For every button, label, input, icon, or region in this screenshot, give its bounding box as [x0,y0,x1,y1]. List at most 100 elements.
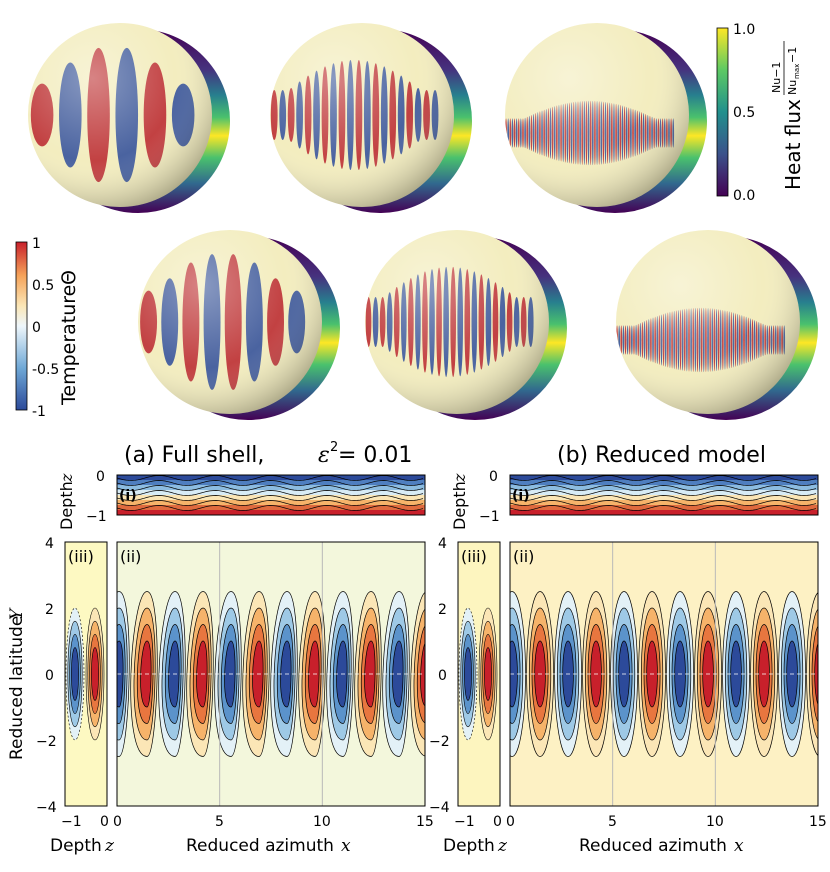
temp-tick-0: 0 [32,320,41,336]
depth-band [117,505,425,511]
roll-contour [814,642,818,706]
depth-b-tick-0: 0 [489,469,498,485]
sphere-t1 [28,23,230,213]
depth-band [117,480,425,486]
temperature-colorbar: 1 0.5 0 -0.5 -1 Temperature Θ [15,236,80,420]
depth-a-tick-0: 0 [96,469,105,485]
depth-contour [117,505,424,511]
depth-contour [117,500,424,506]
depth-contour [117,495,424,501]
temp-colorbar-gradient [15,241,28,411]
panel-a-title: (a) Full shell, ε 2 = 0.01 [124,440,412,468]
heat-formula-denominator: Nu [786,80,799,95]
depth-roll [71,647,79,701]
depth-band [510,475,818,481]
depth-contour [510,490,817,496]
zb-tick-m1: −1 [454,814,475,830]
depth-band [510,510,818,515]
sphere-renderings [28,23,818,420]
heat-colorbar-gradient [716,27,729,197]
panel-a-ii-label: (ii) [120,547,141,566]
yb-tick-m4: −4 [429,800,450,816]
y-tick-0: 0 [45,668,54,684]
depth-roll [484,647,492,701]
panel-a-title-value: = 0.01 [338,443,412,468]
temp-tick-1: 1 [32,236,41,252]
temp-tick-05: 0.5 [32,278,54,294]
depth-contour [510,500,817,506]
heat-tick-0: 0.0 [733,188,755,204]
y-tick-m4: −4 [36,800,57,816]
xb-depth-var: z [497,836,508,856]
xa-azimuth-label: Reduced azimuth [186,836,334,856]
y-tick-4: 4 [45,536,54,552]
heat-tick-05: 0.5 [733,105,755,121]
depth-b-tick-m1: −1 [479,509,500,525]
depth-band [117,485,425,491]
depth-contour [510,495,817,501]
xa-depth-label: Depth [50,836,102,856]
depth-a-subpanel-i: (i) [119,488,137,504]
depth-contour [510,480,817,486]
heat-colorbar-label: Heat flux [781,99,805,190]
sphere-b2 [365,230,567,420]
latitude-axis-b: 4 2 0 −2 −4 [429,536,450,816]
depth-band [510,500,818,506]
xb-azimuth-label: Reduced azimuth [579,836,727,856]
xa-tick-10: 10 [313,814,331,830]
xa-depth-var: z [104,836,115,856]
panel-b-iii-label: (iii) [461,547,487,566]
sphere-t3 [505,23,707,213]
depth-band [510,495,818,501]
depth-a-var: z [57,473,76,483]
panel-a-title-sup: 2 [330,440,338,455]
depth-band [117,490,425,496]
depth-b-subpanel-i: (i) [512,488,530,504]
depth-contour [117,490,424,496]
panel-b-iii: (iii) [457,541,501,807]
yb-tick-2: 2 [438,602,447,618]
sphere-t2 [270,23,472,213]
xa-tick-5: 5 [215,814,224,830]
yb-tick-4: 4 [438,536,447,552]
depth-strip-b: 0 −1 Depth z (i) [450,469,819,530]
depth-band [117,500,425,506]
y-tick-m2: −2 [36,734,57,750]
depth-strip-a: 0 −1 Depth z (i) [57,469,426,530]
xa-azimuth-var: x [341,836,351,856]
roll-contour [420,642,425,707]
depth-band [117,495,425,501]
depth-b-var: z [450,473,469,483]
panel-a-iii: (iii) [64,541,108,807]
depth-contour [117,480,424,486]
depth-roll [91,647,99,701]
depth-a-tick-m1: −1 [86,509,107,525]
panel-b-title: (b) Reduced model [557,443,766,468]
temp-tick-m1: -1 [32,404,46,420]
heat-formula-numerator: Nu−1 [770,62,783,93]
heat-flux-colorbar: 1.0 0.5 0.0 Heat flux Nu−1 Nu max −1 [716,22,805,204]
xb-tick-5: 5 [608,814,617,830]
panel-a-title-epsilon: ε [318,443,330,468]
yb-tick-0: 0 [438,668,447,684]
latitude-var: Y [7,607,27,620]
temp-tick-m05: -0.5 [32,362,59,378]
depth-contour [510,505,817,511]
panel-b-ii-label: (ii) [513,547,534,566]
sphere-b3 [616,230,818,420]
heat-formula-denominator-tail: −1 [786,47,799,63]
panel-a-iii-label: (iii) [68,547,94,566]
y-tick-2: 2 [45,602,54,618]
xa-tick-15: 15 [416,814,434,830]
depth-band [117,475,425,481]
sphere-b1 [138,230,340,420]
x-axis-a: −1 0 0 5 10 15 Depth z Reduced azimuth x [50,814,434,856]
panel-a-ii: (ii) [116,541,426,807]
depth-band [510,490,818,496]
xb-tick-15: 15 [809,814,827,830]
xb-azimuth-var: x [734,836,744,856]
panel-b-ii: (ii) [509,541,819,807]
xb-depth-label: Depth [443,836,495,856]
